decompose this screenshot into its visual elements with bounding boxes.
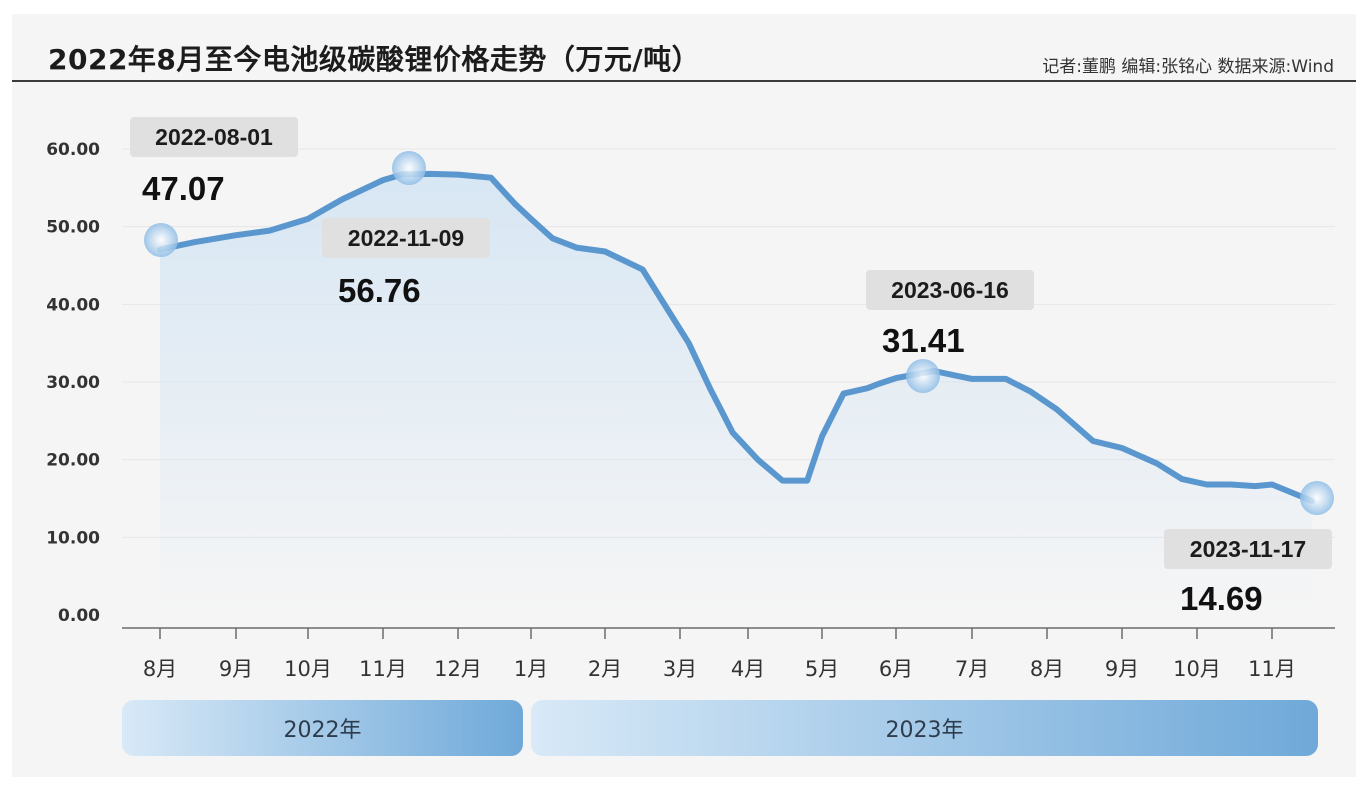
data-point: [755, 457, 761, 463]
y-tick-label: 50.00: [46, 218, 100, 238]
data-point: [640, 266, 645, 272]
callout-box: [866, 270, 1034, 310]
data-point: [864, 385, 870, 391]
callout-value: 47.07: [142, 170, 225, 207]
year-band-bg: [122, 700, 523, 756]
x-axis-labels: 8月 9月 10月 11月 12月 1月 2月 3月 4月 5月 6月 7月 8月 9月 10月 11月: [143, 628, 1296, 681]
year-band: 2023年: [531, 700, 1318, 756]
x-tick-label: 12月: [434, 657, 482, 681]
data-point: [191, 239, 197, 245]
data-point: [380, 177, 386, 183]
x-tick-label: 8月: [1030, 657, 1064, 681]
area-fill: [160, 173, 1312, 615]
data-point: [1179, 476, 1185, 482]
y-tick-label: 40.00: [46, 295, 100, 315]
callout-date: 2022-11-09: [348, 225, 464, 251]
data-point: [1154, 461, 1160, 466]
x-tick-label: 2月: [588, 657, 622, 681]
x-tick-label: 11月: [359, 657, 407, 681]
callout-2022-11-09: 2022-11-09 56.76: [322, 151, 490, 309]
y-tick-label: 10.00: [46, 528, 100, 548]
year-band-bg: [531, 700, 1318, 756]
data-point: [267, 228, 273, 234]
y-tick-label: 30.00: [46, 373, 100, 393]
data-point: [488, 175, 494, 181]
data-point: [969, 376, 975, 382]
data-point: [1090, 438, 1096, 444]
data-point: [233, 232, 239, 238]
callout-2023-06-16: 2023-06-16 31.41: [866, 270, 1034, 393]
year-band-label: 2023年: [886, 718, 964, 743]
y-tick-label: 60.00: [46, 140, 100, 160]
data-point: [1204, 482, 1210, 487]
y-tick-label: 20.00: [46, 451, 100, 471]
callout-value: 14.69: [1180, 580, 1263, 617]
data-point: [339, 197, 345, 202]
y-tick-label: 0.00: [58, 606, 100, 626]
callout-2022-08-01: 2022-08-01 47.07: [130, 117, 298, 257]
data-point: [708, 387, 714, 393]
year-band-label: 2022年: [284, 718, 362, 743]
data-point: [841, 391, 846, 397]
x-tick-label: 11月: [1248, 657, 1296, 681]
x-tick-label: 10月: [284, 657, 332, 681]
callout-date: 2023-11-17: [1190, 536, 1306, 562]
data-point: [512, 200, 517, 206]
data-point: [1119, 445, 1125, 451]
data-point: [1269, 482, 1275, 487]
chart-title: 2022年8月至今电池级碳酸锂价格走势（万元/吨）: [48, 43, 701, 76]
x-tick-label: 5月: [805, 657, 839, 681]
title-row: 2022年8月至今电池级碳酸锂价格走势（万元/吨） 记者:董鹏 编辑:张铭心 数…: [12, 14, 1356, 82]
data-point: [1054, 406, 1060, 412]
series-points: [157, 171, 1315, 504]
data-point: [954, 373, 960, 379]
data-point: [602, 249, 608, 254]
data-point: [893, 375, 899, 381]
data-point: [455, 172, 461, 178]
data-point: [666, 309, 672, 315]
y-axis-labels: 0.00 10.00 20.00 30.00 40.00 50.00 60.00: [46, 140, 100, 626]
callout-box: [322, 218, 490, 258]
highlight-marker: [906, 359, 940, 393]
year-band: 2022年: [122, 700, 523, 756]
data-point: [528, 216, 534, 222]
data-point: [686, 340, 692, 346]
data-point: [573, 245, 579, 251]
callout-2023-11-17: 2023-11-17 14.69: [1164, 481, 1334, 617]
x-tick-label: 1月: [514, 657, 548, 681]
data-point: [876, 381, 882, 387]
callout-date: 2022-08-01: [155, 124, 273, 150]
data-point: [550, 235, 555, 241]
callout-box: [130, 117, 298, 157]
data-point: [1228, 482, 1234, 487]
x-tick-label: 3月: [663, 657, 697, 681]
data-point: [428, 171, 433, 177]
chart-credit: 记者:董鹏 编辑:张铭心 数据来源:Wind: [1042, 57, 1334, 77]
data-point: [1027, 388, 1033, 394]
highlight-marker: [144, 223, 178, 257]
callout-date: 2023-06-16: [891, 277, 1009, 303]
x-tick-label: 7月: [955, 657, 989, 681]
data-point: [730, 430, 736, 435]
data-point: [305, 216, 311, 222]
x-tick-label: 4月: [731, 657, 765, 681]
callout-value: 56.76: [338, 272, 421, 309]
callout-box: [1164, 529, 1332, 569]
data-point: [1003, 376, 1009, 382]
highlight-marker: [1300, 481, 1334, 515]
highlight-marker: [392, 151, 426, 185]
x-tick-label: 9月: [1105, 657, 1139, 681]
data-point: [819, 433, 825, 439]
x-tick-label: 9月: [219, 657, 253, 681]
data-point: [1252, 483, 1258, 489]
x-tick-label: 8月: [143, 657, 177, 681]
data-point: [804, 478, 810, 484]
x-tick-label: 10月: [1173, 657, 1221, 681]
x-tick-label: 6月: [879, 657, 913, 681]
data-point: [780, 478, 785, 484]
callout-value: 31.41: [882, 322, 965, 359]
